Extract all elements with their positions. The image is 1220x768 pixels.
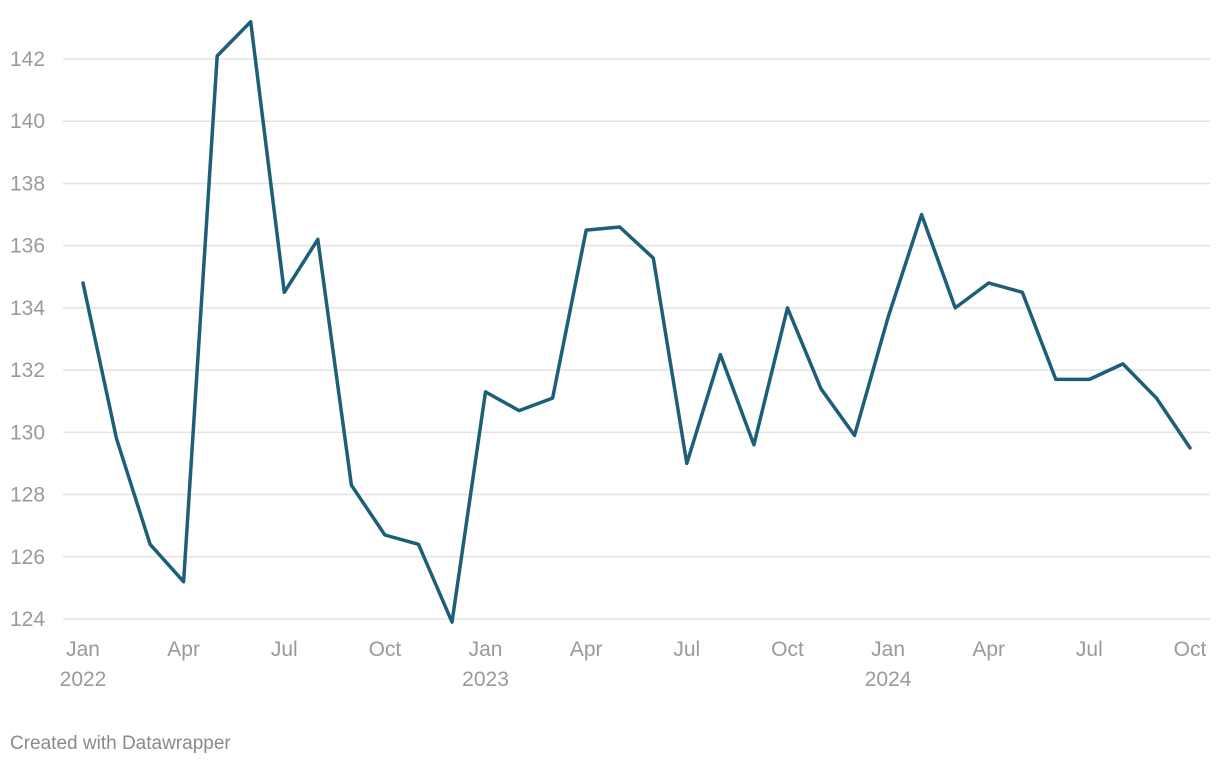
data-point	[685, 461, 689, 465]
data-point	[584, 228, 588, 232]
data-point	[484, 390, 488, 394]
x-tick-label: Jul	[271, 638, 298, 661]
x-tick-label: Jan	[66, 638, 100, 661]
data-point	[819, 387, 823, 391]
data-point	[249, 20, 253, 24]
x-tick-year-label: 2024	[865, 668, 912, 691]
x-tick-label: Jul	[1076, 638, 1103, 661]
x-tick-label: Oct	[771, 638, 804, 661]
data-point	[416, 542, 420, 546]
data-point	[1121, 362, 1125, 366]
x-tick-label: Oct	[1174, 638, 1207, 661]
y-tick-label: 142	[10, 48, 45, 71]
data-point	[383, 533, 387, 537]
data-point	[953, 306, 957, 310]
y-tick-label: 126	[10, 546, 45, 569]
x-tick-year-label: 2023	[462, 668, 509, 691]
x-tick-label: Apr	[167, 638, 200, 661]
data-point	[718, 353, 722, 357]
y-tick-label: 124	[10, 608, 45, 631]
data-point	[886, 315, 890, 319]
y-axis-tick-labels: 124 126 128 130 132 134 136 138 140 142	[10, 48, 45, 631]
x-tick-label: Jan	[469, 638, 503, 661]
x-axis-tick-labels: Jan 2022 Apr Jul Oct Jan 2023 Apr Jul Oct Jan 2024 A…	[60, 638, 1207, 691]
data-point	[148, 542, 152, 546]
y-tick-label: 134	[10, 297, 45, 320]
data-point	[920, 213, 924, 217]
data-point	[450, 620, 454, 624]
y-tick-label: 132	[10, 359, 45, 382]
x-tick-year-label: 2022	[60, 668, 107, 691]
datawrapper-credit: Created with Datawrapper	[10, 733, 231, 754]
data-point	[651, 256, 655, 260]
data-point	[316, 237, 320, 241]
data-point	[81, 281, 85, 285]
y-tick-label: 140	[10, 110, 45, 133]
data-point	[282, 290, 286, 294]
data-point	[115, 437, 119, 441]
x-tick-label: Apr	[570, 638, 603, 661]
data-point	[1188, 446, 1192, 450]
data-point	[349, 483, 353, 487]
data-point	[1054, 377, 1058, 381]
data-point	[987, 281, 991, 285]
data-point	[215, 54, 219, 58]
data-point	[517, 409, 521, 413]
data-point	[182, 580, 186, 584]
data-point	[853, 433, 857, 437]
x-tick-label: Oct	[369, 638, 402, 661]
x-tick-label: Jul	[673, 638, 700, 661]
data-point	[618, 225, 622, 229]
y-tick-label: 130	[10, 421, 45, 444]
data-point	[785, 306, 789, 310]
data-point	[551, 396, 555, 400]
data-point	[1154, 396, 1158, 400]
data-point	[1087, 377, 1091, 381]
y-tick-label: 136	[10, 235, 45, 258]
y-tick-label: 138	[10, 172, 45, 195]
series-layer	[81, 19, 1192, 624]
data-point	[752, 443, 756, 447]
y-tick-label: 128	[10, 484, 45, 507]
gridlines	[63, 58, 1210, 620]
data-point	[1020, 290, 1024, 294]
x-tick-label: Jan	[871, 638, 905, 661]
x-tick-label: Apr	[972, 638, 1005, 661]
series-line	[81, 19, 1192, 624]
